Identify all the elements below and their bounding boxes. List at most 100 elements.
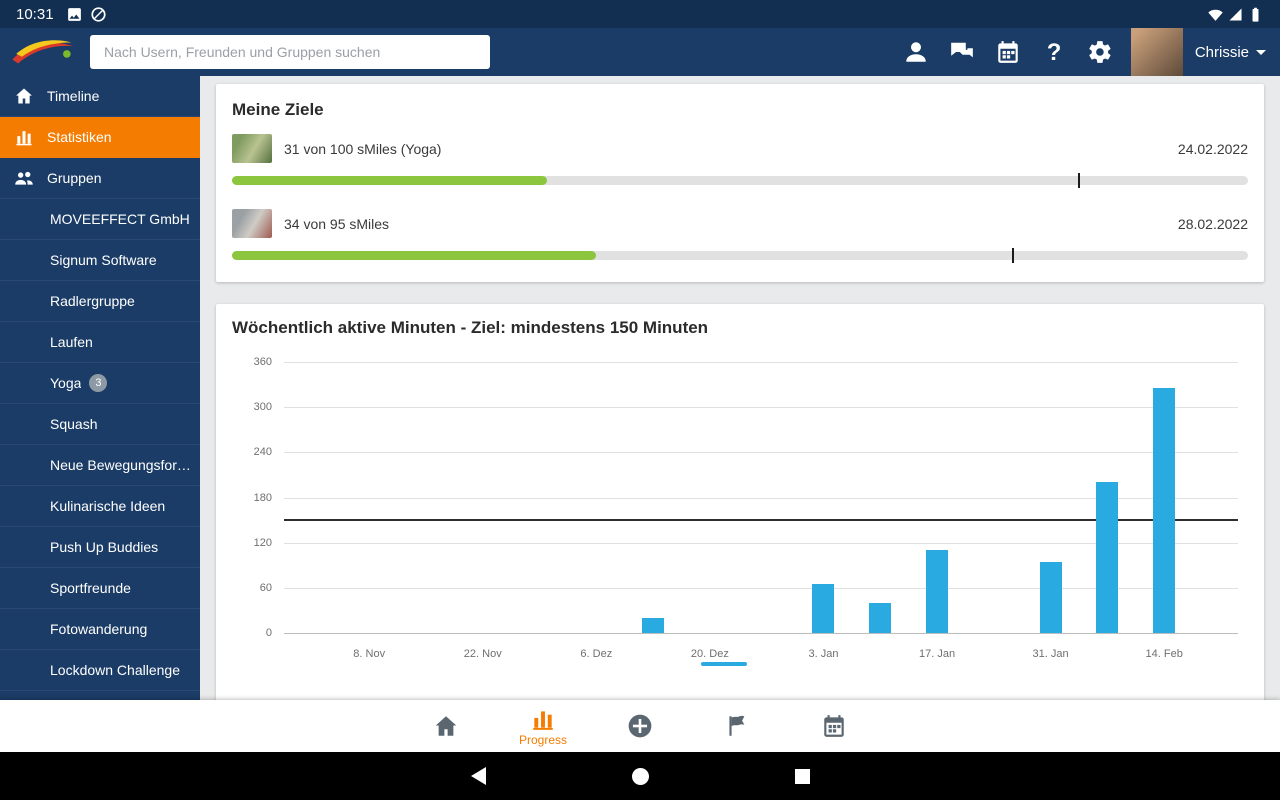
android-recents-button[interactable] xyxy=(794,768,810,784)
sidebar-item-label: Statistiken xyxy=(47,129,112,145)
sidebar-item-moveeffect-gmbh[interactable]: MOVEEFFECT GmbH xyxy=(0,199,200,240)
flag-icon xyxy=(724,713,750,739)
home-icon xyxy=(433,713,459,739)
user-name: Chrissie xyxy=(1194,43,1249,61)
main-content: Meine Ziele 31 von 100 sMiles (Yoga) 24.0… xyxy=(200,76,1280,700)
android-back-button[interactable] xyxy=(470,767,486,785)
y-axis-label: 60 xyxy=(259,581,272,594)
messages-icon[interactable] xyxy=(949,39,975,65)
x-axis-label: 8. Nov xyxy=(353,648,386,660)
goals-list: 31 von 100 sMiles (Yoga) 24.02.2022 34 von… xyxy=(232,134,1248,263)
plus-icon xyxy=(627,713,653,739)
sidebar-item-signum-software[interactable]: Signum Software xyxy=(0,240,200,281)
sidebar-item-label: Yoga xyxy=(50,375,82,391)
sidebar-item-lockdown-challenge[interactable]: Lockdown Challenge xyxy=(0,650,200,691)
chart-icon xyxy=(14,127,34,147)
sidebar-item-label: Timeline xyxy=(47,88,100,104)
chart-bar xyxy=(1039,561,1062,633)
goal-due-date: 24.02.2022 xyxy=(1177,140,1248,157)
svg-text:?: ? xyxy=(1047,39,1062,65)
goal-row: 31 von 100 sMiles (Yoga) 24.02.2022 xyxy=(232,134,1248,163)
sidebar-item-radlergruppe[interactable]: Radlergruppe xyxy=(0,281,200,322)
goal-avatar xyxy=(232,209,272,238)
goal-progress-fill xyxy=(232,176,547,185)
nav-home[interactable] xyxy=(418,700,475,752)
sidebar-item-fotowanderung[interactable]: Fotowanderung xyxy=(0,609,200,650)
android-home-button[interactable] xyxy=(631,767,649,785)
goal-avatar xyxy=(232,134,272,163)
goal-item[interactable]: 31 von 100 sMiles (Yoga) 24.02.2022 xyxy=(232,134,1248,188)
search-input[interactable] xyxy=(90,35,490,69)
home-icon xyxy=(14,86,34,106)
user-menu[interactable]: Chrissie xyxy=(1195,44,1266,61)
user-avatar[interactable] xyxy=(1130,28,1183,76)
y-axis-label: 120 xyxy=(253,536,272,549)
sidebar-item-statistiken[interactable]: Statistiken xyxy=(0,117,200,158)
y-axis-label: 300 xyxy=(253,401,272,414)
chevron-down-icon xyxy=(1256,49,1266,55)
gridline xyxy=(284,587,1238,589)
sidebar-item-laufen[interactable]: Laufen xyxy=(0,322,200,363)
sidebar-item-label: MOVEEFFECT GmbH xyxy=(50,211,190,227)
gridline xyxy=(284,452,1238,454)
sidebar-item-gruppen[interactable]: Gruppen xyxy=(0,158,200,199)
sidebar-item-push-up-buddies[interactable]: Push Up Buddies xyxy=(0,527,200,568)
nav-events[interactable] xyxy=(806,700,863,752)
help-icon[interactable]: ? xyxy=(1041,39,1067,65)
goal-label: 34 von 95 sMiles xyxy=(284,215,390,232)
x-axis-label: 20. Dez xyxy=(690,648,729,660)
gridline xyxy=(284,497,1238,499)
blocked-icon xyxy=(90,6,107,23)
sidebar-item-squash[interactable]: Squash xyxy=(0,404,200,445)
sidebar-item-label: Kulinarische Ideen xyxy=(50,498,166,514)
chart-bar xyxy=(812,584,835,633)
sidebar: Timeline Statistiken Gruppen MOVEEFFECT Gmb… xyxy=(0,76,200,700)
y-axis-label: 360 xyxy=(253,356,272,368)
x-axis-label: 14. Feb xyxy=(1145,648,1183,660)
nav-progress[interactable]: Progress xyxy=(515,700,572,752)
calendar-icon xyxy=(821,713,847,739)
events-icon[interactable] xyxy=(995,39,1021,65)
sidebar-item-yoga[interactable]: Yoga 3 xyxy=(0,363,200,404)
goal-item[interactable]: 34 von 95 sMiles 28.02.2022 xyxy=(232,209,1248,263)
sidebar-item-label: Signum Software xyxy=(50,252,157,268)
goal-progress-marker xyxy=(1078,173,1081,188)
battery-icon xyxy=(1247,6,1264,23)
sidebar-item-sportfreunde[interactable]: Sportfreunde xyxy=(0,568,200,609)
signal-icon xyxy=(1227,6,1244,23)
goal-row: 34 von 95 sMiles 28.02.2022 xyxy=(232,209,1248,238)
sidebar-item-label: Lockdown Challenge xyxy=(50,662,180,678)
chart-bar xyxy=(1096,482,1119,633)
gridline xyxy=(284,633,1238,634)
goal-progress-bar xyxy=(232,173,1248,188)
app-logo[interactable] xyxy=(6,31,80,73)
profile-icon[interactable] xyxy=(903,39,929,65)
chart-icon xyxy=(530,706,556,732)
sidebar-item-label: Squash xyxy=(50,416,98,432)
goal-progress-marker xyxy=(1012,248,1015,263)
y-axis-label: 240 xyxy=(253,446,272,459)
android-status-bar: 10:31 xyxy=(0,0,1280,28)
nav-label: Progress xyxy=(518,732,568,747)
sidebar-item-label: Gruppen xyxy=(47,170,102,186)
android-nav-bar xyxy=(0,752,1280,800)
chart-bar xyxy=(926,550,949,633)
goal-due-date: 28.02.2022 xyxy=(1177,215,1248,232)
sidebar-item-neue-bewegungsform[interactable]: Neue Bewegungsform… xyxy=(0,445,200,486)
gridline xyxy=(284,362,1238,363)
sidebar-item-timeline[interactable]: Timeline xyxy=(0,76,200,117)
x-axis-label: 17. Jan xyxy=(918,648,956,660)
header-icons: ? xyxy=(903,39,1113,65)
bottom-nav: Progress xyxy=(0,700,1280,752)
chart-scrollbar[interactable] xyxy=(701,662,748,666)
app-header: ? Chrissie xyxy=(0,28,1280,76)
goals-card-title: Meine Ziele xyxy=(232,100,324,119)
sidebar-item-kulinarische-ideen[interactable]: Kulinarische Ideen xyxy=(0,486,200,527)
nav-add[interactable] xyxy=(612,700,669,752)
target-line xyxy=(284,519,1238,522)
nav-challenges[interactable] xyxy=(709,700,766,752)
x-axis-label: 3. Jan xyxy=(808,648,839,660)
settings-icon[interactable] xyxy=(1087,39,1113,65)
chart-plot: 0 60 120 180 240 300 360 8. Nov 22. Nov 6. Dez 20.… xyxy=(254,356,1238,660)
